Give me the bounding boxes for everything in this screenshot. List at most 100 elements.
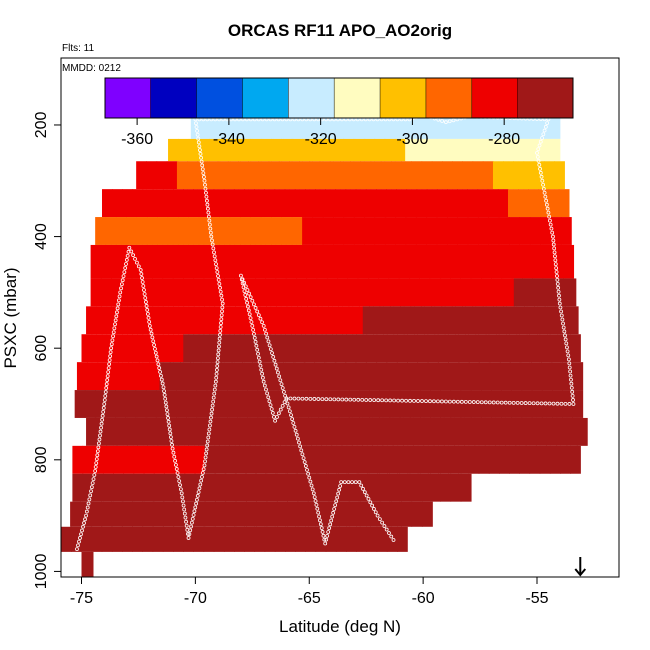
colorbar-bin [517, 78, 573, 118]
heatmap-cell [128, 362, 140, 391]
heatmap-cell [107, 362, 119, 391]
heatmap-cell [397, 334, 408, 363]
track-point [208, 419, 213, 424]
track-point [260, 375, 265, 380]
track-point [260, 320, 264, 325]
heatmap-cell [549, 138, 561, 162]
track-point [320, 530, 325, 534]
heatmap-cell [313, 111, 325, 139]
track-point [290, 417, 295, 421]
track-point [216, 274, 220, 278]
track-point [325, 533, 330, 538]
heatmap-cell [518, 138, 530, 162]
heatmap-cell [420, 278, 432, 307]
heatmap-cell [413, 417, 425, 446]
heatmap-cell [400, 278, 412, 307]
track-point [547, 401, 552, 406]
track-point [543, 194, 548, 199]
track-point [191, 513, 196, 517]
heatmap-cell [244, 244, 256, 279]
heatmap-cell [125, 390, 137, 418]
heatmap-cell [240, 217, 251, 245]
heatmap-cell [389, 278, 401, 307]
track-point [252, 331, 256, 336]
track-point [247, 312, 252, 317]
flights-label: Flts: 11 [62, 43, 94, 54]
track-point [139, 272, 144, 276]
heatmap-cell [244, 189, 255, 218]
heatmap-cell [447, 217, 458, 245]
heatmap-cell [389, 390, 401, 418]
track-point [561, 321, 565, 326]
track-point [261, 323, 266, 328]
heatmap-cell [76, 362, 88, 391]
heatmap-cell [397, 445, 409, 474]
heatmap-cell [354, 111, 366, 139]
heatmap-cell [409, 473, 421, 502]
heatmap-cell [342, 306, 354, 335]
heatmap-cell [417, 334, 429, 363]
heatmap-cell [345, 362, 357, 391]
heatmap-cell [338, 278, 350, 307]
heatmap-cell [95, 217, 107, 245]
track-point [313, 499, 318, 503]
track-point [535, 150, 539, 155]
track-point [551, 234, 555, 239]
track-point [196, 136, 201, 141]
track-point [113, 322, 117, 327]
heatmap-cell [250, 217, 262, 245]
heatmap-cell [152, 189, 164, 218]
track-point [165, 412, 170, 417]
heatmap-cell [248, 161, 260, 190]
heatmap-cell [217, 161, 229, 190]
track-point [242, 280, 247, 285]
track-point [81, 524, 85, 529]
heatmap-cell [238, 161, 249, 190]
track-point [557, 301, 562, 306]
heatmap-cell [204, 501, 216, 527]
track-point [220, 305, 225, 310]
track-point [551, 401, 556, 406]
heatmap-cell [493, 278, 505, 307]
heatmap-cell [244, 526, 256, 552]
heatmap-cell [419, 244, 431, 279]
heatmap-cell [211, 111, 223, 139]
track-point [278, 378, 283, 383]
track-point [218, 289, 223, 294]
heatmap-cell [336, 445, 348, 474]
heatmap-cell [436, 138, 447, 162]
track-point [197, 144, 202, 149]
track-point [545, 121, 550, 126]
track-point [218, 332, 222, 337]
track-point [200, 474, 204, 479]
heatmap-cell [491, 244, 503, 279]
track-point [212, 254, 217, 259]
track-point [205, 202, 210, 207]
heatmap-cell [436, 111, 448, 139]
colorbar-bin [380, 78, 427, 118]
track-point [566, 353, 571, 358]
heatmap-cell [166, 161, 178, 190]
track-point [152, 343, 156, 347]
track-point [207, 222, 212, 227]
track-point [537, 143, 542, 148]
track-point [362, 490, 367, 495]
heatmap-cell [275, 445, 287, 474]
track-point [197, 486, 202, 491]
track-point [104, 382, 109, 386]
heatmap-cell [297, 473, 309, 502]
y-axis: 200 400 600 800 1000 [33, 112, 62, 589]
heatmap-cell [183, 334, 195, 363]
track-point [396, 398, 400, 403]
track-point [300, 452, 305, 457]
heatmap-cell [442, 161, 453, 190]
track-point [559, 401, 564, 406]
heatmap-cell [162, 334, 174, 363]
heatmap-cell [201, 111, 212, 139]
track-point [220, 309, 224, 314]
track-point [544, 198, 549, 203]
heatmap-cell [332, 138, 344, 162]
track-point [336, 397, 341, 402]
track-point [118, 290, 123, 295]
track-point [243, 293, 248, 297]
